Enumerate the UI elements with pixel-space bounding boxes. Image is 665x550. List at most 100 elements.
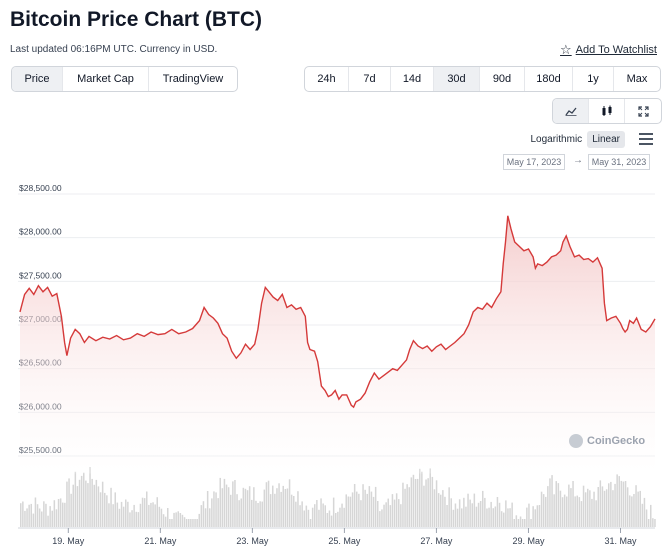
volume-bar — [192, 519, 194, 527]
range-7d[interactable]: 7d — [349, 67, 391, 91]
volume-bar — [45, 503, 47, 527]
tab-price[interactable]: Price — [12, 67, 63, 91]
volume-bar — [372, 496, 375, 527]
volume-bar — [152, 502, 154, 527]
volume-bar — [358, 493, 360, 527]
x-axis: 19. May 21. May 23. May 25. May 27. May 29. M… — [18, 527, 655, 546]
volume-bar — [101, 481, 104, 527]
line-chart-icon[interactable] — [553, 99, 589, 123]
range-90d[interactable]: 90d — [480, 67, 525, 91]
volume-bar — [465, 506, 467, 527]
price-chart[interactable]: $28,500.00$28,000.00$27,500.00$27,000.00… — [0, 175, 665, 550]
volume-bar — [219, 477, 221, 527]
volume-bar — [57, 499, 60, 527]
y-tick-label: $28,000.00 — [19, 227, 62, 237]
volume-bar — [114, 492, 116, 527]
fullscreen-icon[interactable] — [625, 99, 661, 123]
volume-bar — [135, 511, 137, 527]
volume-bar — [391, 494, 394, 527]
volume-bar — [47, 515, 49, 527]
volume-bar — [326, 513, 329, 527]
volume-bar — [200, 505, 203, 527]
volume-bar — [416, 478, 419, 527]
volume-bar — [379, 511, 381, 527]
volume-bar — [557, 483, 560, 527]
volume-bar — [324, 505, 326, 527]
range-max[interactable]: Max — [626, 73, 648, 85]
volume-bar — [72, 484, 74, 527]
volume-bar — [156, 497, 158, 527]
volume-bar — [211, 498, 213, 527]
volume-bar — [467, 493, 469, 527]
date-from-input[interactable]: May 17, 2023 — [503, 154, 565, 170]
tab-market-cap[interactable]: Market Cap — [63, 67, 149, 91]
volume-bar — [498, 502, 501, 527]
hamburger-menu-icon[interactable] — [639, 133, 653, 148]
volume-bar — [521, 519, 524, 527]
linear-option[interactable]: Linear — [587, 131, 625, 148]
range-30d[interactable]: 30d — [434, 67, 480, 91]
volume-bar — [179, 513, 182, 527]
range-14d[interactable]: 14d — [391, 67, 434, 91]
volume-bar — [479, 501, 482, 527]
volume-bar — [576, 495, 578, 527]
volume-bar — [530, 519, 532, 527]
volume-bar — [242, 487, 245, 527]
volume-bar — [650, 504, 652, 527]
logarithmic-option[interactable]: Logarithmic — [530, 134, 583, 145]
volume-bar — [425, 479, 427, 527]
add-to-watchlist-link[interactable]: ☆ Add To Watchlist — [560, 43, 657, 56]
scale-toggle: Logarithmic Linear — [525, 131, 625, 148]
volume-bar — [255, 500, 257, 527]
volume-bar — [30, 503, 32, 527]
volume-bar — [309, 519, 312, 527]
volume-bar — [624, 481, 627, 527]
volume-bar — [572, 481, 574, 527]
volume-bar — [612, 490, 614, 527]
volume-bar — [238, 500, 240, 527]
volume-bar — [301, 501, 303, 527]
volume-bar — [448, 487, 450, 527]
coingecko-logo-icon — [569, 434, 583, 448]
volume-bar — [85, 480, 87, 527]
tab-tradingview[interactable]: TradingView — [162, 73, 224, 85]
volume-bar — [647, 519, 650, 527]
volume-bar — [578, 497, 581, 527]
volume-bar — [91, 478, 93, 527]
range-24h[interactable]: 24h — [305, 67, 349, 91]
volume-bar — [645, 509, 648, 527]
range-1y[interactable]: 1y — [573, 67, 614, 91]
volume-bar — [26, 508, 28, 527]
volume-bar — [404, 488, 406, 527]
x-tick-label: 19. May — [52, 536, 85, 546]
volume-bar — [542, 494, 545, 527]
volume-bar — [234, 480, 236, 527]
volume-bar — [473, 493, 476, 527]
volume-bar — [370, 491, 373, 527]
date-to-input[interactable]: May 31, 2023 — [588, 154, 650, 170]
volume-bar — [240, 498, 242, 527]
watchlist-label: Add To Watchlist — [575, 43, 657, 56]
volume-bar — [568, 484, 570, 527]
volume-bar — [59, 498, 62, 527]
volume-bar — [330, 515, 333, 527]
volume-bar — [532, 506, 534, 527]
volume-bar — [538, 505, 541, 527]
volume-bar — [173, 512, 175, 527]
volume-bar — [104, 492, 106, 527]
volume-bar — [482, 490, 484, 527]
range-180d[interactable]: 180d — [525, 67, 573, 91]
volume-bar — [364, 489, 366, 527]
volume-bar — [282, 485, 284, 527]
last-updated-text: Last updated 06:16PM UTC. Currency in US… — [10, 44, 218, 55]
volume-bar — [295, 501, 297, 527]
price-line — [19, 215, 656, 409]
candlestick-icon[interactable] — [589, 99, 625, 123]
volume-bar — [230, 494, 232, 527]
volume-bar — [95, 479, 98, 527]
volume-bar — [500, 511, 503, 527]
coingecko-watermark: CoinGecko — [569, 434, 645, 448]
volume-bar — [154, 504, 156, 527]
volume-bar — [351, 492, 354, 527]
volume-bar — [133, 504, 135, 527]
